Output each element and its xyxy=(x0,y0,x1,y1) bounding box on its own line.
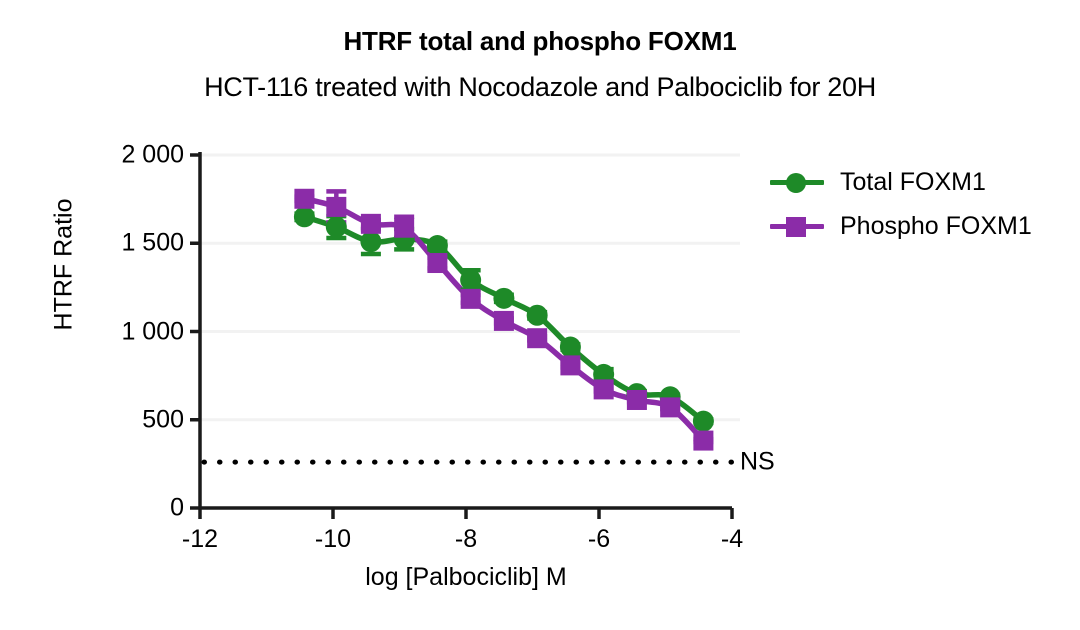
chart-subtitle: HCT-116 treated with Nocodazole and Palb… xyxy=(204,72,876,102)
chart-legend: Total FOXM1 Phospho FOXM1 xyxy=(768,160,1032,248)
ns-threshold-label: NS xyxy=(740,447,775,476)
gridlines xyxy=(200,153,740,422)
y-tick-label: 0 xyxy=(170,493,184,522)
circle-marker-icon xyxy=(786,173,806,193)
legend-key-phospho-foxm1 xyxy=(768,213,826,239)
x-tick-label: -12 xyxy=(181,525,219,553)
y-tick-label: 1 500 xyxy=(121,228,184,257)
legend-key-total-foxm1 xyxy=(768,169,826,195)
x-tick-label: -4 xyxy=(720,525,744,553)
legend-item-phospho-foxm1[interactable]: Phospho FOXM1 xyxy=(768,204,1032,248)
legend-label-total-foxm1: Total FOXM1 xyxy=(840,167,986,196)
y-axis-title: HTRF Ratio xyxy=(49,198,78,331)
x-tick-label: -6 xyxy=(587,525,611,553)
x-tick-label: -8 xyxy=(454,525,478,553)
legend-label-phospho-foxm1: Phospho FOXM1 xyxy=(840,211,1032,240)
axes xyxy=(190,152,734,519)
y-tick-label: 1 000 xyxy=(121,317,184,345)
y-tick-label: 2 000 xyxy=(121,140,184,169)
data-markers xyxy=(293,188,714,451)
x-tick-label: -10 xyxy=(314,525,352,553)
x-axis-title: log [Palbociclib] M xyxy=(365,563,567,591)
chart-title: HTRF total and phospho FOXM1 xyxy=(343,26,737,56)
legend-item-total-foxm1[interactable]: Total FOXM1 xyxy=(768,160,1032,204)
y-tick-label: 500 xyxy=(142,405,184,434)
square-marker-icon xyxy=(786,217,806,237)
